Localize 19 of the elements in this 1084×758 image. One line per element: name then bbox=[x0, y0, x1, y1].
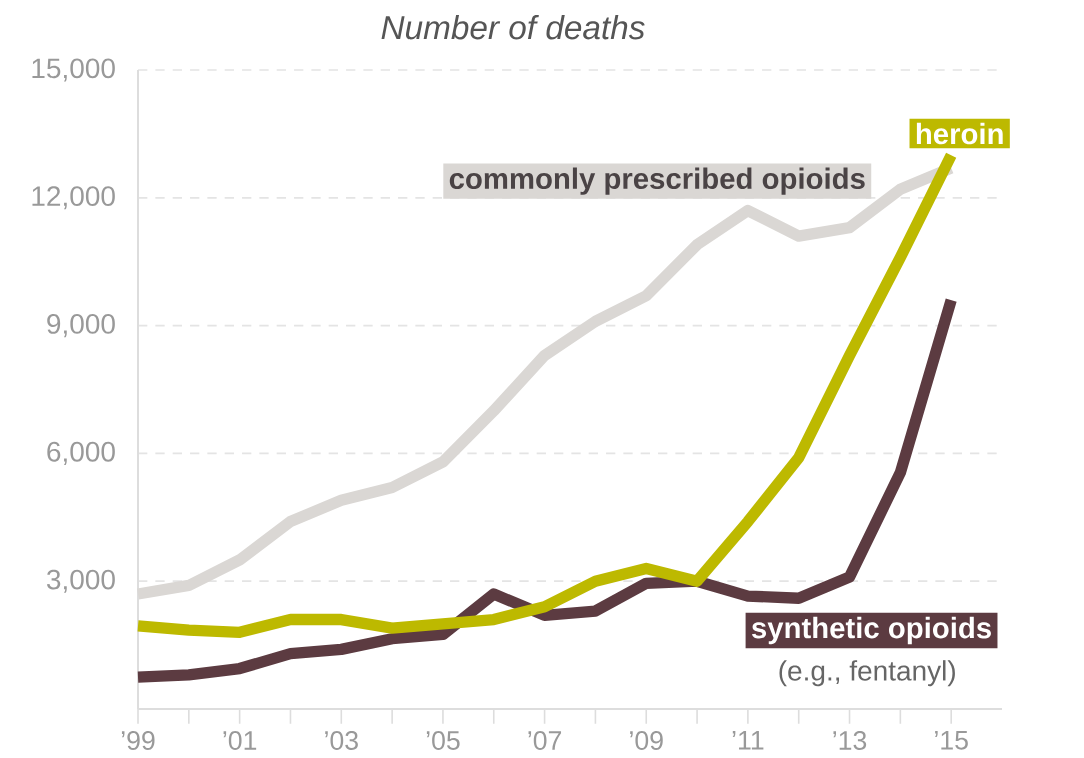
y-tick-label: 6,000 bbox=[47, 441, 115, 465]
x-tick-label: ’05 bbox=[426, 731, 460, 750]
annotation: (e.g., fentanyl) bbox=[779, 660, 955, 687]
y-tick-label: 9,000 bbox=[47, 314, 115, 338]
x-tick-label: ’07 bbox=[528, 731, 562, 750]
series-label: synthetic opioids bbox=[751, 616, 991, 645]
series-label: heroin bbox=[916, 122, 1003, 145]
y-tick-label: 15,000 bbox=[32, 58, 115, 82]
x-tick-label: ’01 bbox=[223, 731, 257, 750]
y-tick-label: 12,000 bbox=[32, 186, 115, 210]
x-tick-label: ’13 bbox=[833, 731, 867, 750]
y-tick-label: 3,000 bbox=[46, 569, 115, 593]
x-tick-label: ’03 bbox=[325, 731, 358, 750]
x-tick-label: ’15 bbox=[935, 731, 968, 750]
x-tick-label: ’99 bbox=[121, 731, 155, 750]
y-axis-title: Number of deaths bbox=[381, 14, 645, 40]
x-tick-label: ’09 bbox=[630, 731, 663, 750]
series-label: commonly prescribed opioids bbox=[449, 167, 865, 195]
x-tick-label: ’11 bbox=[732, 731, 764, 750]
